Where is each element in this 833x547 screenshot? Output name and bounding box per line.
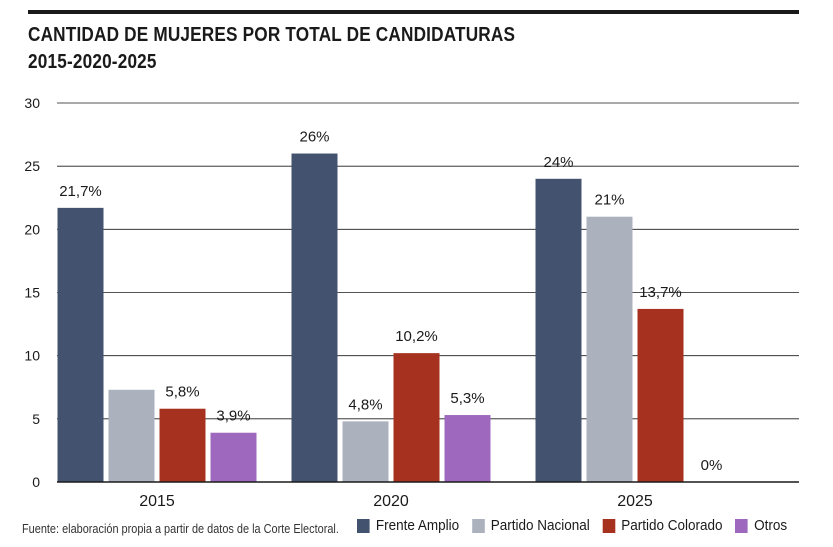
data-label-partido-nacional-2020: 4,8%: [348, 396, 382, 413]
y-tick-label-30: 30: [24, 95, 40, 111]
data-label-frente-amplio-2015: 21,7%: [59, 183, 102, 200]
y-tick-label-15: 15: [24, 285, 40, 301]
x-tick-label-2015: 2015: [139, 493, 175, 510]
chart-title-line-2: 2015-2020-2025: [28, 51, 157, 73]
data-label-partido-colorado-2015: 5,8%: [165, 384, 199, 401]
x-tick-label-2025: 2025: [617, 493, 653, 510]
bar-frente-amplio-2025: [535, 178, 582, 483]
y-tick-label-10: 10: [24, 348, 40, 364]
legend-item-frente-amplio: Frente Amplio: [357, 517, 459, 534]
legend-item-partido-colorado: Partido Colorado: [602, 517, 723, 534]
data-label-otros-2025: 0%: [701, 457, 723, 474]
bar-otros-2015: [210, 432, 257, 482]
y-tick-label-25: 25: [24, 158, 40, 174]
bar-partido-nacional-2020: [342, 421, 389, 482]
chart-title-line-1: CANTIDAD DE MUJERES POR TOTAL DE CANDIDA…: [28, 24, 516, 46]
legend-item-partido-nacional: Partido Nacional: [471, 517, 590, 534]
y-tick-label-20: 20: [24, 221, 40, 237]
legend-label-otros: Otros: [754, 517, 788, 534]
legend-label-frente-amplio: Frente Amplio: [375, 517, 460, 534]
legend-swatch-otros: [735, 518, 748, 533]
source-note: Fuente: elaboración propia a partir de d…: [22, 521, 339, 536]
legend-swatch-partido-nacional: [471, 518, 485, 533]
data-label-frente-amplio-2025: 24%: [543, 154, 573, 171]
x-tick-label-2020: 2020: [373, 493, 409, 510]
bar-partido-colorado-2020: [393, 353, 440, 482]
bar-frente-amplio-2020: [291, 153, 338, 483]
data-label-partido-nacional-2025: 21%: [594, 192, 624, 209]
bar-frente-amplio-2015: [57, 207, 104, 482]
legend-item-otros: Otros: [735, 517, 787, 534]
legend: Frente Amplio Partido Nacional Partido C…: [357, 517, 800, 534]
y-tick-label-5: 5: [32, 411, 40, 427]
data-label-partido-colorado-2020: 10,2%: [395, 328, 438, 345]
bar-partido-nacional-2025: [586, 216, 633, 482]
legend-label-partido-colorado: Partido Colorado: [621, 517, 723, 534]
legend-swatch-partido-colorado: [602, 518, 615, 533]
data-label-otros-2015: 3,9%: [216, 408, 250, 425]
y-tick-label-0: 0: [32, 474, 40, 490]
data-label-otros-2020: 5,3%: [450, 390, 484, 407]
bar-partido-colorado-2025: [637, 308, 684, 482]
chart-title: CANTIDAD DE MUJERES POR TOTAL DE CANDIDA…: [28, 22, 515, 76]
data-label-frente-amplio-2020: 26%: [299, 129, 329, 146]
bar-otros-2020: [444, 415, 491, 482]
legend-swatch-frente-amplio: [357, 518, 370, 533]
top-rule: [28, 10, 799, 14]
data-label-partido-colorado-2025: 13,7%: [639, 284, 682, 301]
legend-label-partido-nacional: Partido Nacional: [490, 517, 590, 534]
bar-partido-nacional-2015: [108, 389, 155, 482]
bar-partido-colorado-2015: [159, 408, 206, 482]
